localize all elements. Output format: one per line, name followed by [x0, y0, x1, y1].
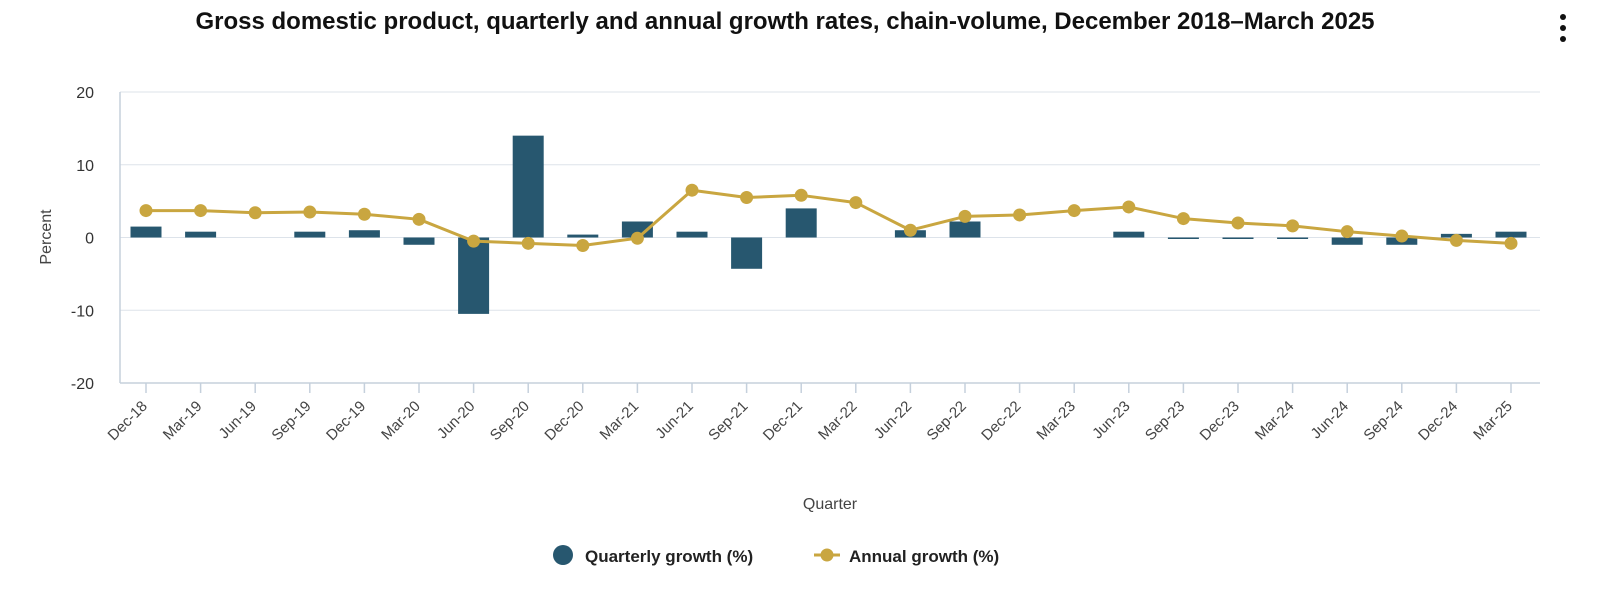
- point-Sep-21[interactable]: [740, 190, 754, 204]
- x-tick-label: Sep-21: [705, 398, 751, 444]
- point-Sep-24[interactable]: [1395, 229, 1409, 243]
- axes: [119, 92, 1540, 384]
- bar-Sep-20[interactable]: [512, 135, 544, 238]
- bar-Mar-19[interactable]: [185, 231, 217, 238]
- x-tick-label: Dec-23: [1197, 398, 1243, 444]
- chart-title: Gross domestic product, quarterly and an…: [195, 8, 1375, 35]
- point-Dec-22[interactable]: [1013, 208, 1027, 222]
- annual-growth-line: [139, 183, 1518, 253]
- x-axis-ticks: Dec-18 Mar-19 Jun-19 Sep-19 Dec-19 Mar-20 Jun-…: [105, 383, 1516, 444]
- point-Dec-24[interactable]: [1449, 233, 1463, 247]
- x-tick-label: Dec-18: [105, 398, 151, 444]
- bar-Jun-21[interactable]: [676, 231, 708, 238]
- point-Sep-22[interactable]: [958, 209, 972, 223]
- y-tick-label: 0: [85, 231, 94, 248]
- bar-Jun-20[interactable]: [458, 237, 490, 314]
- bar-Dec-19[interactable]: [348, 230, 380, 238]
- x-tick-label: Mar-21: [597, 398, 643, 444]
- x-tick-label: Mar-23: [1033, 398, 1079, 444]
- point-Dec-19[interactable]: [357, 207, 371, 221]
- bar-Jun-23[interactable]: [1113, 231, 1145, 238]
- bar-Sep-23[interactable]: [1167, 237, 1199, 240]
- y-tick-label: 10: [76, 158, 94, 175]
- point-Jun-22[interactable]: [903, 223, 917, 237]
- x-tick-label: Jun-21: [652, 398, 696, 442]
- bar-Jun-24[interactable]: [1331, 237, 1363, 245]
- x-tick-label: Jun-22: [871, 398, 915, 442]
- x-tick-label: Sep-20: [487, 398, 533, 444]
- y-tick-label: -20: [71, 376, 94, 393]
- point-Jun-20[interactable]: [467, 234, 481, 248]
- x-tick-label: Sep-23: [1142, 398, 1188, 444]
- x-tick-label: Sep-22: [924, 398, 970, 444]
- point-Mar-25[interactable]: [1504, 236, 1518, 250]
- point-Mar-21[interactable]: [630, 231, 644, 245]
- x-axis-title: Quarter: [803, 496, 858, 513]
- bar-Dec-21[interactable]: [785, 208, 817, 238]
- point-Jun-23[interactable]: [1122, 200, 1136, 214]
- point-Mar-23[interactable]: [1067, 204, 1081, 218]
- x-tick-label: Dec-22: [978, 398, 1024, 444]
- point-Jun-19[interactable]: [248, 206, 262, 220]
- bar-Dec-20[interactable]: [567, 234, 599, 238]
- point-Sep-23[interactable]: [1176, 212, 1190, 226]
- x-tick-label: Dec-20: [541, 398, 587, 444]
- y-tick-label: 20: [76, 85, 94, 102]
- legend-item-annual[interactable]: Annual growth (%): [814, 547, 999, 566]
- x-tick-label: Jun-20: [434, 398, 478, 442]
- bar-Mar-20[interactable]: [403, 237, 435, 245]
- point-Mar-20[interactable]: [412, 212, 426, 226]
- legend-label-annual: Annual growth (%): [849, 547, 999, 566]
- y-axis-ticks: 20 10 0 -10 -20: [71, 85, 94, 393]
- x-tick-label: Mar-22: [815, 398, 861, 444]
- bar-Mar-24[interactable]: [1277, 237, 1309, 240]
- x-tick-label: Jun-19: [216, 398, 260, 442]
- point-Sep-19[interactable]: [303, 205, 317, 219]
- point-Mar-24[interactable]: [1286, 219, 1300, 233]
- bar-Mar-21[interactable]: [621, 221, 653, 238]
- bar-Dec-23[interactable]: [1222, 237, 1254, 240]
- point-Sep-20[interactable]: [521, 236, 535, 250]
- x-tick-label: Mar-19: [160, 398, 206, 444]
- point-Mar-22[interactable]: [849, 196, 863, 210]
- menu-dot: [1560, 14, 1566, 20]
- x-tick-label: Dec-19: [323, 398, 369, 444]
- menu-dot: [1560, 36, 1566, 42]
- legend-bar-marker-icon: [553, 545, 573, 565]
- point-Jun-21[interactable]: [685, 183, 699, 197]
- gridlines: [120, 91, 1540, 384]
- point-Dec-18[interactable]: [139, 204, 153, 218]
- x-tick-label: Sep-19: [268, 398, 314, 444]
- bar-Sep-19[interactable]: [294, 231, 326, 238]
- x-tick-label: Dec-21: [760, 398, 806, 444]
- x-tick-label: Dec-24: [1415, 398, 1461, 444]
- bar-Sep-21[interactable]: [731, 237, 763, 269]
- bar-Dec-18[interactable]: [130, 226, 162, 238]
- legend-line-marker-icon: [820, 548, 834, 562]
- bar-Sep-22[interactable]: [949, 221, 981, 238]
- legend: Quarterly growth (%) Annual growth (%): [553, 545, 999, 566]
- bar-Mar-25[interactable]: [1495, 231, 1527, 238]
- point-Dec-20[interactable]: [576, 239, 590, 253]
- point-Jun-24[interactable]: [1340, 225, 1354, 239]
- point-Dec-21[interactable]: [794, 188, 808, 202]
- y-tick-label: -10: [71, 303, 94, 320]
- legend-item-quarterly[interactable]: Quarterly growth (%): [553, 545, 753, 566]
- kebab-menu-icon[interactable]: [1555, 14, 1571, 48]
- point-Mar-19[interactable]: [194, 204, 208, 218]
- x-tick-label: Mar-24: [1252, 398, 1298, 444]
- point-Dec-23[interactable]: [1231, 216, 1245, 230]
- x-tick-label: Mar-25: [1470, 398, 1516, 444]
- x-tick-label: Jun-23: [1089, 398, 1133, 442]
- legend-label-quarterly: Quarterly growth (%): [585, 547, 753, 566]
- quarterly-growth-bars: [130, 135, 1527, 314]
- y-axis-title: Percent: [38, 209, 55, 265]
- x-tick-label: Sep-24: [1360, 398, 1406, 444]
- x-tick-label: Jun-24: [1308, 398, 1352, 442]
- x-tick-label: Mar-20: [378, 398, 424, 444]
- menu-dot: [1560, 25, 1566, 31]
- annual-growth-line-path: [146, 188, 1512, 248]
